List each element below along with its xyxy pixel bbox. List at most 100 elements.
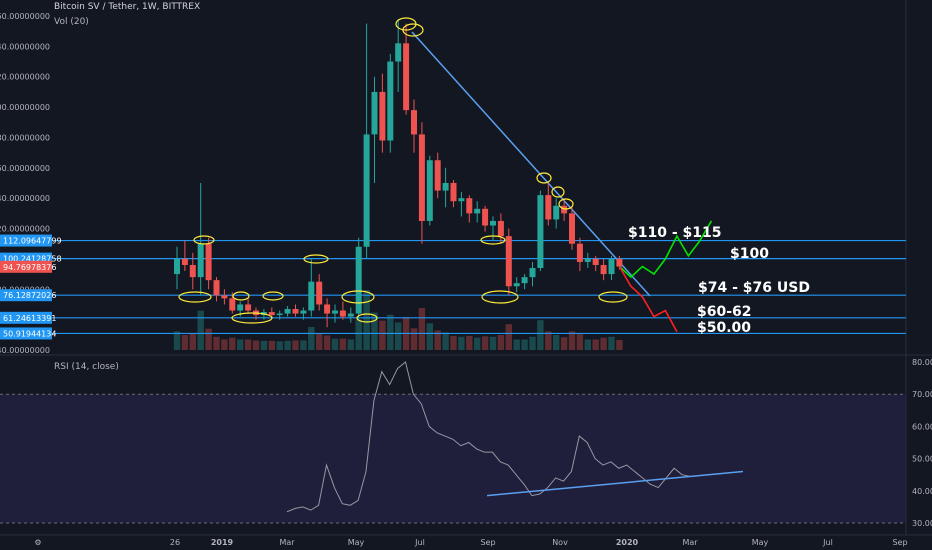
candle-body [221,295,228,299]
volume-bar [197,310,204,350]
volume-bar [355,319,362,350]
volume-bar [379,320,386,350]
volume-bar [229,337,236,350]
price-annotation: $100 [730,246,769,262]
volume-bar [529,336,536,350]
candle-body [576,243,583,262]
price-axis: 260.00000000 240.00000000 220.00000000 200.… [0,12,50,355]
volume-bar [221,339,228,350]
volume-indicator-label[interactable]: Vol (20) [54,17,89,27]
highlight-ellipse [232,291,250,301]
candle-body [569,213,575,244]
rsi-tick-label: 30.00 [912,519,932,528]
settings-icon[interactable]: ⚙ [34,538,41,547]
candle-body [379,91,386,141]
volume-bar [339,338,347,350]
volume-bar [300,340,307,350]
volume-bar [363,290,370,350]
volume-bar [347,339,354,350]
time-tick-label: May [348,538,365,547]
candle-body [268,312,275,316]
time-tick-label: Jul [414,538,425,547]
volume-bar [466,335,473,350]
volume-bar [387,314,394,350]
volume-bar [458,336,465,350]
volume-bar [244,339,252,350]
candle-body [505,236,512,287]
volume-bar [292,340,299,350]
volume-bar [616,339,623,350]
candle-body [197,243,204,278]
volume-bar [560,337,568,350]
volume-bar [584,339,591,350]
candle-body [442,183,449,191]
horizontal-levels [50,239,906,335]
time-tick-label: 2019 [211,538,234,547]
candle-body [537,195,544,269]
volume-bar [316,333,323,350]
time-tick-label: Sep [480,538,495,547]
candle-body [584,258,591,262]
candle-body [474,208,481,214]
candle-body [316,281,323,305]
volume-bar [513,339,520,350]
volume-bar [268,340,275,350]
price-tag-label: 112.09647799 [3,237,62,246]
time-tick-label: May [752,538,769,547]
candle-body [181,258,188,265]
price-tag-bg [0,234,52,247]
volume-bar [600,337,607,350]
volume-bar [450,335,457,350]
trendlines [411,31,651,297]
candle-body [497,220,504,237]
time-axis: 26 2019 Mar May Jul Sep Nov 2020 Mar May Jul Sep ⚙ [34,538,907,547]
highlight-ellipse [231,312,273,324]
highlight-ellipse [262,291,284,301]
volume-bar [395,322,402,350]
candle-body [450,183,457,202]
price-tick-label: 240.00000000 [0,42,50,51]
volume-bar [252,340,260,350]
volume-bar [418,308,426,350]
volume-bar [489,336,497,350]
price-tag-label: 76.12872026 [3,291,56,300]
volume-bar [331,338,339,350]
price-tag-label: 50.91944134 [3,329,56,338]
highlight-ellipse [598,291,628,303]
rsi-axis: 80.00 70.00 60.00 50.00 40.00 30.00 [912,358,932,528]
candle-body [418,134,425,221]
rsi-indicator-label[interactable]: RSI (14, close) [54,362,119,372]
candle-body [355,246,362,314]
rsi-tick-label: 60.00 [912,422,932,431]
candle-body [403,43,410,111]
time-tick-label: Sep [892,538,907,547]
volume-bar [308,326,315,350]
price-tick-label: 120.00000000 [0,225,50,234]
volume-bars [173,290,623,350]
candle-body [347,313,354,317]
rsi-tick-label: 80.00 [912,358,932,367]
candle-body [292,309,299,314]
volume-bar [497,335,505,350]
volume-bar [426,323,433,350]
rsi-series-line [286,361,690,513]
candle-body [237,304,244,311]
price-tick-label: 200.00000000 [0,103,50,112]
volume-bar [568,331,576,350]
price-tick-label: 260.00000000 [0,12,50,21]
highlight-ellipse [558,198,574,210]
time-tick-label: Mar [682,538,698,547]
candle-body [561,205,568,214]
price-annotation: $60-62 [697,304,752,320]
candle-body [284,309,291,314]
candle-body [300,310,307,314]
volume-bar [205,328,212,350]
volume-bar [545,331,552,350]
price-tick-label: 140.00000000 [0,194,50,203]
candle-body [545,195,552,220]
volume-bar [276,341,283,350]
volume-bar [410,328,418,350]
price-annotation: $110 - $115 [628,225,722,241]
highlight-ellipse [402,23,424,37]
